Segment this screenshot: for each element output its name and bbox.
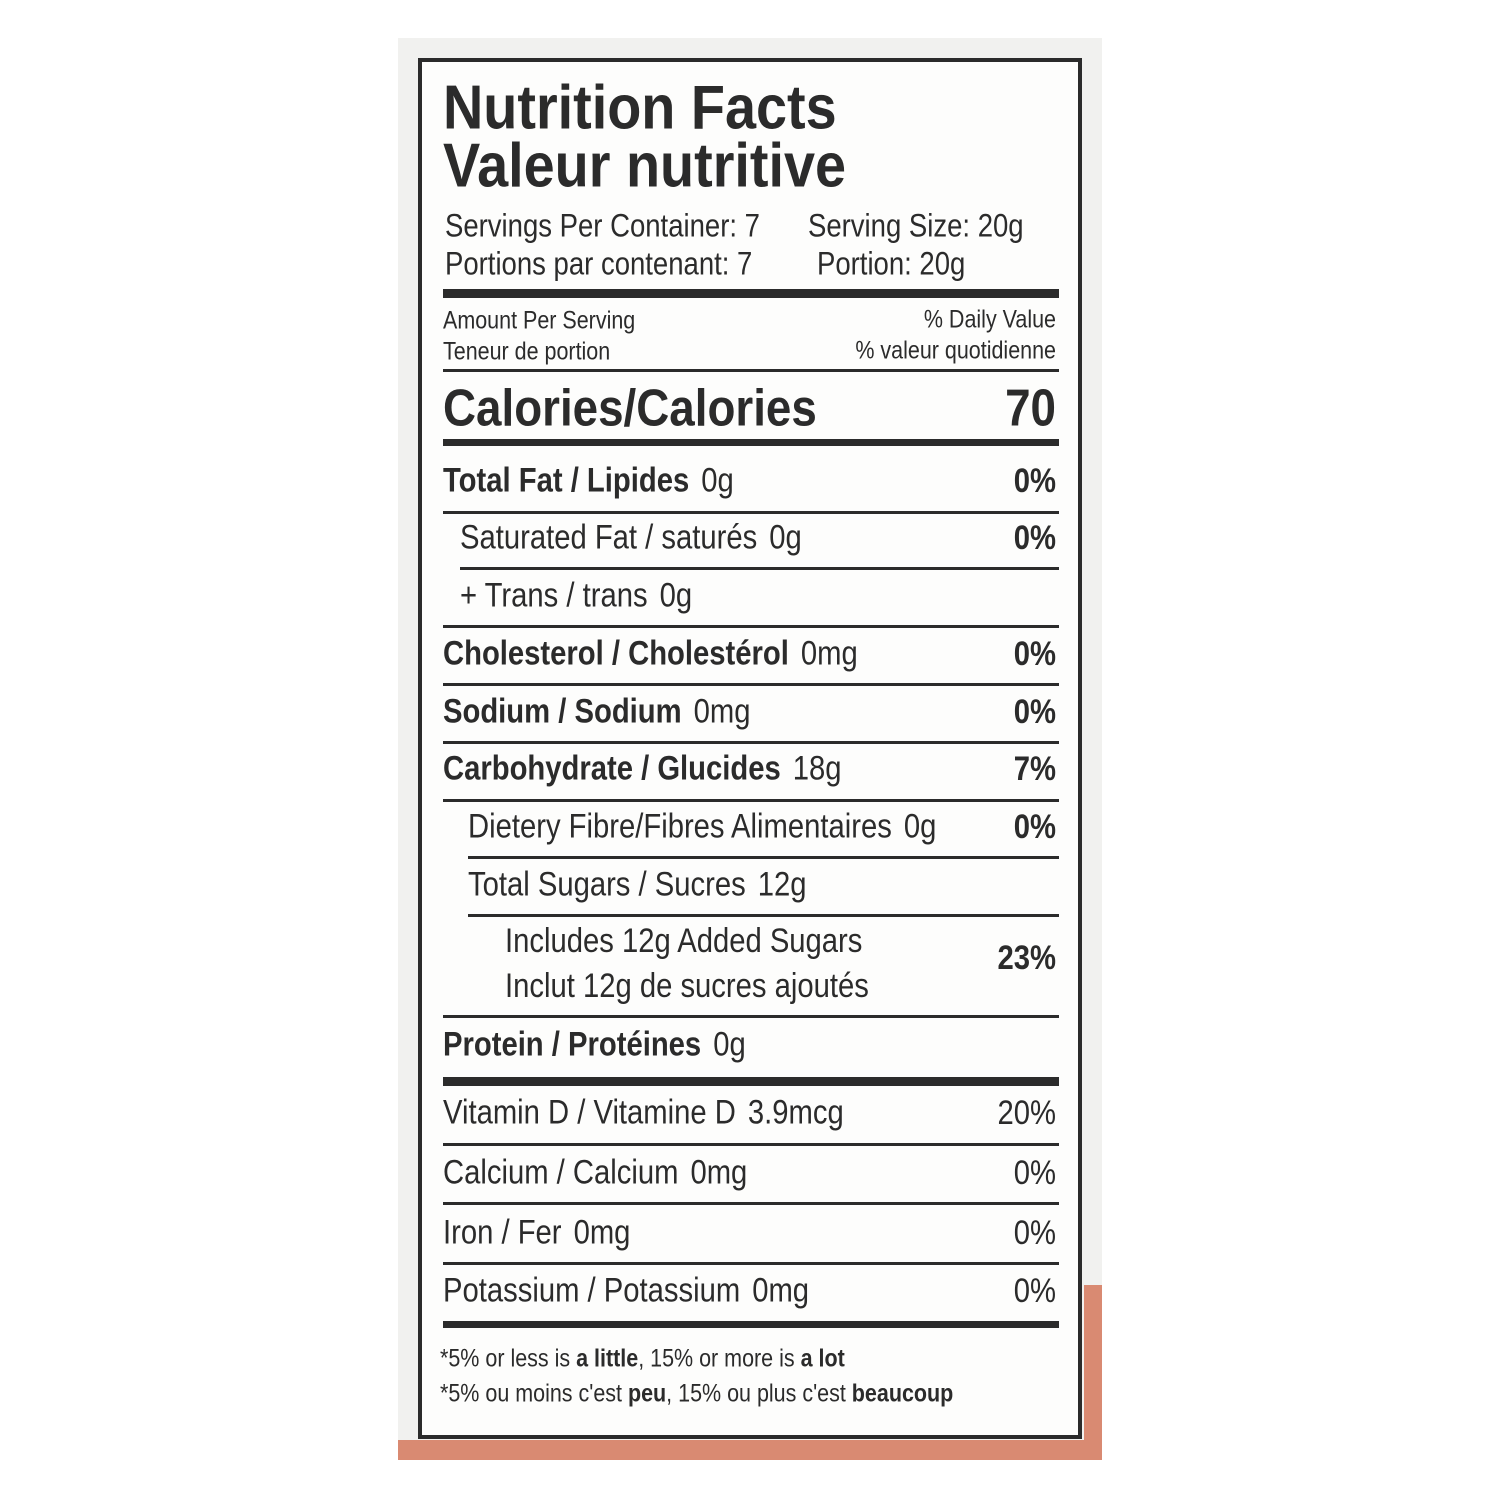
nutrient-amount: 0g (701, 461, 734, 500)
nutrient-row: Total Fat / Lipides 0g (443, 461, 734, 500)
rule (443, 1262, 1059, 1265)
serving-size: Portion: 20g (817, 247, 965, 282)
daily-value: 23% (998, 938, 1056, 977)
servings: Portions par contenant: 7 (445, 247, 752, 282)
title: Nutrition Facts (443, 74, 837, 142)
nutrient-label: Potassium / Potassium (443, 1271, 740, 1310)
nutrient-label: Includes 12g Added Sugars (505, 921, 862, 960)
daily-value: 0% (1014, 461, 1056, 500)
nutrient-label: Carbohydrate / Glucides (443, 749, 781, 788)
daily-value: 7% (1014, 749, 1056, 788)
nutrient-amount: 0g (904, 807, 937, 846)
nutrient-label: Protein / Protéines (443, 1025, 701, 1064)
rule (443, 1143, 1059, 1146)
nutrient-amount: 18g (793, 749, 842, 788)
nutrient-amount: 0g (660, 576, 693, 615)
nutrient-label: Dietery Fibre/Fibres Alimentaires (468, 807, 892, 846)
package-color (398, 1440, 1102, 1460)
footnote-part: *5% or less is (440, 1344, 576, 1372)
daily-value: 0% (1014, 518, 1056, 557)
amount-header: Amount Per Serving (443, 306, 635, 334)
medium-rule (443, 439, 1059, 446)
nutrient-amount: 0mg (801, 634, 858, 673)
nutrient-label: Cholesterol / Cholestérol (443, 634, 789, 673)
calories-label: Calories/Calories (443, 380, 817, 437)
nutrient-amount: 0mg (694, 692, 751, 731)
rule (443, 1202, 1059, 1205)
footnote-part: a little (576, 1344, 638, 1372)
nutrient-label: Sodium / Sodium (443, 692, 682, 731)
calories-value: 70 (1005, 380, 1056, 437)
nutrient-label: Vitamin D / Vitamine D (443, 1093, 736, 1132)
daily-value: 0% (1014, 1213, 1056, 1252)
nutrient-amount: 0g (713, 1025, 746, 1064)
nutrient-amount: 3.9mcg (748, 1093, 844, 1132)
nutrient-label: Inclut 12g de sucres ajoutés (505, 966, 869, 1005)
thick-rule (443, 289, 1059, 298)
rule (443, 1015, 1059, 1018)
footnote: *5% or less is a little, 15% or more is … (440, 1344, 845, 1372)
daily-value: 20% (998, 1093, 1056, 1132)
footnote-part: a lot (801, 1344, 845, 1372)
nutrient-label: Iron / Fer (443, 1213, 562, 1252)
nutrient-amount: 0mg (690, 1153, 747, 1192)
nutrient-row: Vitamin D / Vitamine D 3.9mcg (443, 1093, 844, 1132)
serving-size: Serving Size: 20g (808, 209, 1024, 244)
nutrient-row: Total Sugars / Sucres 12g (468, 865, 807, 904)
daily-value: 0% (1014, 634, 1056, 673)
rule (460, 567, 1059, 570)
nutrient-row: Cholesterol / Cholestérol 0mg (443, 634, 858, 673)
nutrient-amount: 0mg (752, 1271, 809, 1310)
rule (443, 369, 1059, 372)
nutrient-amount: 0mg (574, 1213, 631, 1252)
nutrient-row: Potassium / Potassium 0mg (443, 1271, 809, 1310)
rule (443, 799, 1059, 802)
servings: Servings Per Container: 7 (445, 209, 760, 244)
daily-value-header: % valeur quotidienne (855, 336, 1056, 364)
thick-rule (443, 1077, 1059, 1086)
daily-value: 0% (1014, 692, 1056, 731)
nutrient-row: Protein / Protéines 0g (443, 1025, 746, 1064)
package-color (1084, 1285, 1102, 1460)
nutrient-amount: 12g (758, 865, 807, 904)
rule (443, 741, 1059, 744)
daily-value: 0% (1014, 807, 1056, 846)
nutrient-row: Carbohydrate / Glucides 18g (443, 749, 842, 788)
nutrient-label: Saturated Fat / saturés (460, 518, 757, 557)
daily-value-header: % Daily Value (924, 305, 1056, 333)
footnote: *5% ou moins c'est peu, 15% ou plus c'es… (440, 1379, 953, 1407)
daily-value: 0% (1014, 1153, 1056, 1192)
nutrient-row: + Trans / trans 0g (460, 576, 692, 615)
nutrient-label: Total Fat / Lipides (443, 461, 689, 500)
nutrient-amount: 0g (769, 518, 802, 557)
rule (443, 511, 1059, 514)
footnote-part: , 15% or more is (638, 1344, 800, 1372)
footnote-part: , 15% ou plus c'est (666, 1379, 852, 1407)
rule (468, 914, 1059, 917)
nutrient-row: Saturated Fat / saturés 0g (460, 518, 802, 557)
rule (443, 625, 1059, 628)
footnote-part: peu (628, 1379, 666, 1407)
nutrient-row: Calcium / Calcium 0mg (443, 1153, 747, 1192)
medium-rule (443, 1321, 1059, 1328)
nutrient-row: Dietery Fibre/Fibres Alimentaires 0g (468, 807, 936, 846)
rule (443, 683, 1059, 686)
footnote-part: beaucoup (852, 1379, 953, 1407)
amount-header: Teneur de portion (443, 337, 610, 365)
nutrient-row: Iron / Fer 0mg (443, 1213, 630, 1252)
rule (468, 856, 1059, 859)
nutrient-label: + Trans / trans (460, 576, 648, 615)
daily-value: 0% (1014, 1271, 1056, 1310)
nutrient-label: Calcium / Calcium (443, 1153, 678, 1192)
nutrient-label: Total Sugars / Sucres (468, 865, 746, 904)
nutrient-row: Sodium / Sodium 0mg (443, 692, 751, 731)
subtitle: Valeur nutritive (443, 132, 846, 200)
footnote-part: *5% ou moins c'est (440, 1379, 628, 1407)
